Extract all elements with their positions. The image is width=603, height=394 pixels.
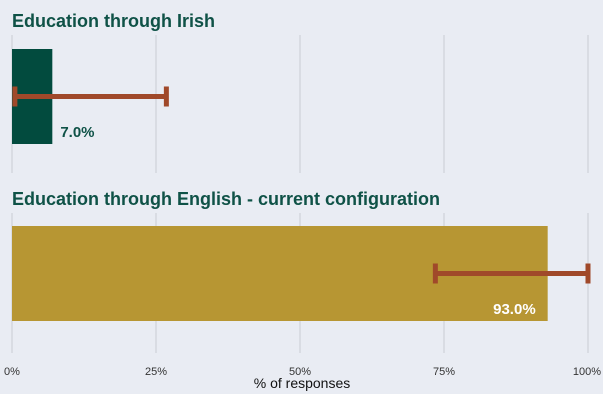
data-label: 93.0% [493, 301, 536, 318]
x-axis-title: % of responses [254, 375, 351, 391]
x-axis: % of responses 0% 25% 50% 75% 100% [4, 366, 601, 391]
data-label: 7.0% [60, 124, 94, 141]
panel-title: Education through Irish [12, 11, 215, 31]
x-tick-label: 25% [145, 366, 167, 378]
panel-education-through-irish: Education through Irish 7.0% [12, 11, 215, 144]
x-tick-label: 75% [433, 366, 455, 378]
panel-title: Education through English - current conf… [12, 189, 440, 209]
x-tick-label: 100% [573, 366, 601, 378]
panel-education-through-english: Education through English - current conf… [12, 189, 591, 321]
x-tick-label: 0% [4, 366, 20, 378]
x-tick-label: 50% [289, 366, 311, 378]
